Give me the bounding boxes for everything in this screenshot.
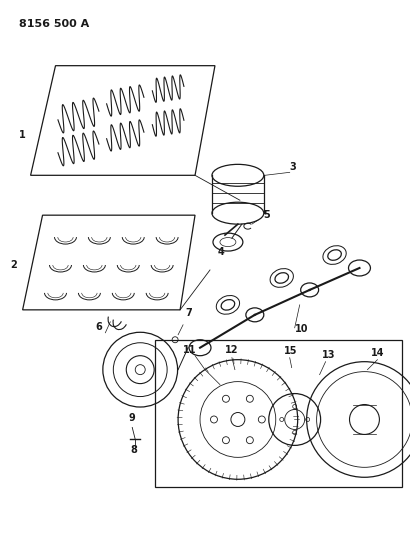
- Text: 12: 12: [225, 345, 238, 354]
- Text: 15: 15: [284, 346, 297, 356]
- Text: 3: 3: [290, 163, 296, 172]
- Text: 7: 7: [185, 308, 192, 318]
- Text: 9: 9: [128, 414, 135, 424]
- Text: 13: 13: [321, 350, 335, 360]
- Text: 11: 11: [183, 345, 196, 354]
- Bar: [155, 340, 402, 487]
- Text: 6: 6: [95, 322, 102, 332]
- Text: 8156 500 A: 8156 500 A: [18, 19, 89, 29]
- Text: 5: 5: [263, 210, 270, 220]
- Text: 1: 1: [18, 131, 25, 140]
- Text: 10: 10: [295, 324, 308, 334]
- Text: 4: 4: [218, 247, 225, 257]
- Text: 8: 8: [130, 446, 137, 455]
- Text: 14: 14: [372, 348, 385, 358]
- Text: 2: 2: [11, 260, 17, 270]
